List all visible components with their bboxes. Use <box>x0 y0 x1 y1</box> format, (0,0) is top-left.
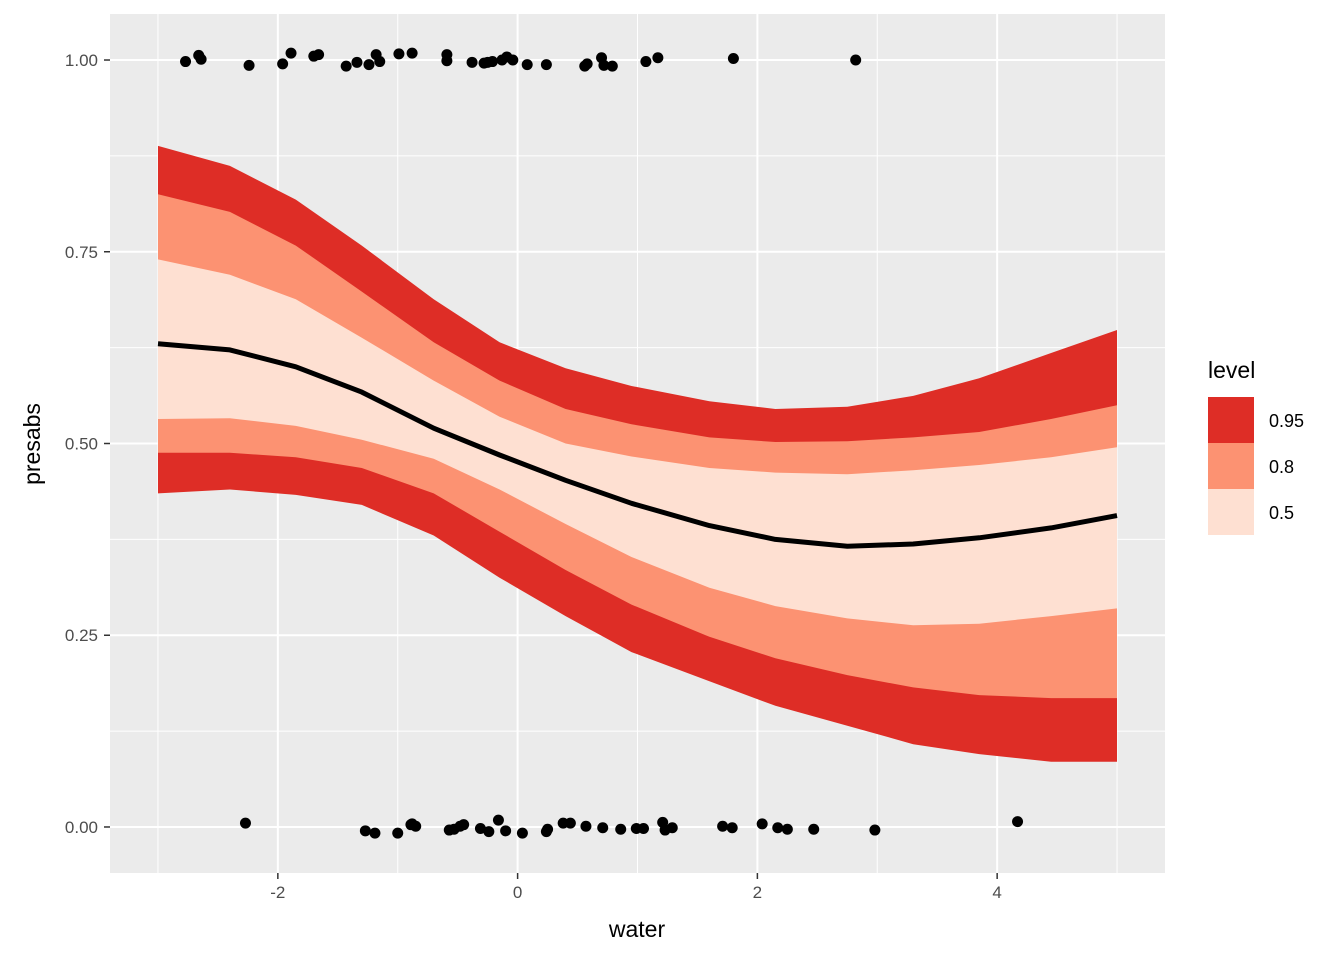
observation-points <box>180 47 1024 839</box>
legend-key-0.5 <box>1208 489 1254 535</box>
legend-key-0.8 <box>1208 443 1254 489</box>
point-presence <box>850 54 862 66</box>
point-absence <box>516 827 528 839</box>
point-presence <box>727 52 739 64</box>
legend: level 0.95 0.8 0.5 <box>1208 357 1304 535</box>
point-presence <box>374 56 386 68</box>
point-presence <box>540 59 552 71</box>
point-absence <box>615 823 627 835</box>
point-presence <box>351 56 363 68</box>
point-absence <box>637 823 649 835</box>
point-presence <box>521 59 533 71</box>
y-axis-title: presabs <box>19 403 45 485</box>
point-absence <box>410 820 422 832</box>
legend-key-0.95 <box>1208 397 1254 443</box>
point-presence <box>507 54 519 66</box>
legend-label: 0.95 <box>1269 411 1304 431</box>
fitted-line <box>157 341 1118 549</box>
point-absence <box>369 827 381 839</box>
point-absence <box>500 825 512 837</box>
confidence-ribbons <box>158 145 1117 762</box>
point-presence <box>606 60 618 72</box>
point-absence <box>772 822 784 834</box>
point-presence <box>441 49 453 61</box>
point-absence <box>666 822 678 834</box>
fitted-line-group <box>157 341 1118 549</box>
point-absence <box>726 822 738 834</box>
point-presence <box>340 60 352 72</box>
x-tick-label: 0 <box>513 883 522 902</box>
point-absence <box>781 823 793 835</box>
x-axis-title: water <box>608 916 666 942</box>
point-presence <box>652 52 664 64</box>
legend-title: level <box>1208 357 1255 383</box>
y-tick-label: 0.50 <box>65 435 98 454</box>
point-presence <box>363 59 375 71</box>
point-absence <box>239 817 251 829</box>
point-absence <box>756 818 768 830</box>
y-tick-label: 0.75 <box>65 243 98 262</box>
x-axis: -2 0 2 4 <box>270 873 1002 902</box>
point-presence <box>243 59 255 71</box>
point-absence <box>597 822 609 834</box>
point-absence <box>359 825 371 837</box>
point-absence <box>808 823 820 835</box>
y-tick-label: 0.00 <box>65 818 98 837</box>
y-axis: 0.00 0.25 0.50 0.75 1.00 <box>65 51 110 837</box>
point-presence <box>598 59 610 71</box>
y-tick-label: 0.25 <box>65 626 98 645</box>
ribbon-0.5 <box>158 259 1117 626</box>
point-presence <box>640 56 652 68</box>
point-presence <box>277 58 289 70</box>
legend-label: 0.8 <box>1269 457 1294 477</box>
y-tick-label: 1.00 <box>65 51 98 70</box>
point-absence <box>580 820 592 832</box>
point-presence <box>581 58 593 70</box>
legend-label: 0.5 <box>1269 503 1294 523</box>
point-presence <box>195 53 207 65</box>
point-absence <box>458 819 470 831</box>
x-tick-label: 2 <box>753 883 762 902</box>
point-absence <box>474 823 486 835</box>
point-absence <box>564 817 576 829</box>
point-presence <box>486 56 498 68</box>
point-absence <box>1012 816 1024 828</box>
point-presence <box>180 56 192 68</box>
point-presence <box>285 47 297 59</box>
point-presence <box>393 48 405 60</box>
point-absence <box>392 827 404 839</box>
point-absence <box>717 820 729 832</box>
x-tick-label: -2 <box>270 883 285 902</box>
point-presence <box>466 56 478 68</box>
point-absence <box>542 823 554 835</box>
point-absence <box>492 814 504 826</box>
x-tick-label: 4 <box>992 883 1001 902</box>
point-presence <box>313 49 325 61</box>
point-absence <box>869 824 881 836</box>
point-absence <box>483 826 495 838</box>
point-presence <box>406 47 418 59</box>
